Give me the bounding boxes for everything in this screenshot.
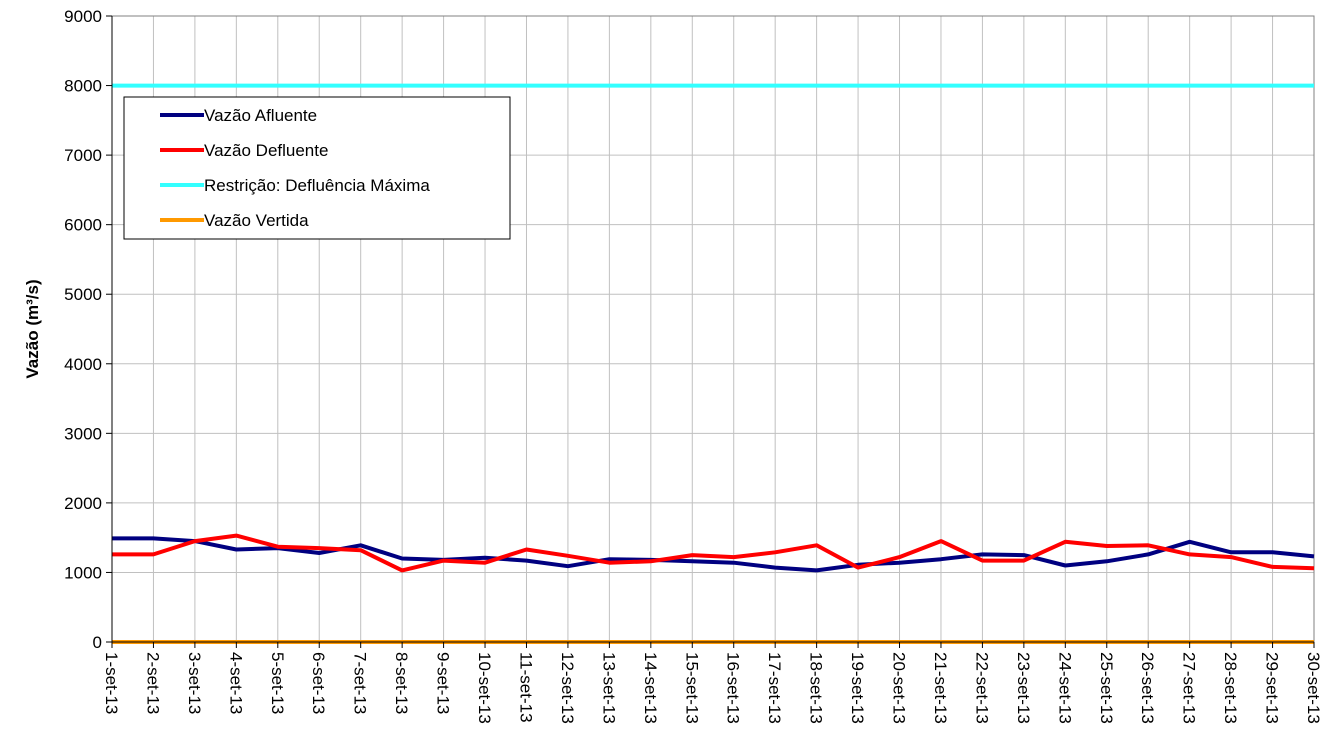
axes	[106, 15, 1315, 648]
x-tick-label: 11-set-13	[516, 652, 535, 723]
x-tick-label: 12-set-13	[558, 652, 577, 724]
legend-box	[123, 96, 511, 240]
legend-label: Vazão Defluente	[204, 141, 328, 160]
x-tick-label: 26-set-13	[1138, 652, 1157, 724]
y-tick-label: 3000	[64, 424, 102, 443]
x-tick-label: 8-set-13	[392, 652, 411, 714]
x-tick-label: 22-set-13	[972, 652, 991, 724]
series-line-1	[112, 533, 1315, 573]
y-tick-label: 6000	[64, 216, 102, 235]
y-tick-label: 5000	[64, 285, 102, 304]
y-axis-title: Vazão (m³/s)	[23, 279, 42, 378]
x-tick-label: 23-set-13	[1014, 652, 1033, 724]
y-tick-labels: 0 1000 2000 3000 4000 5000 6000 7000 8000 9000	[64, 7, 102, 652]
x-tick-label: 1-set-13	[102, 652, 121, 714]
x-tick-label: 14-set-13	[641, 652, 660, 724]
x-tick-label: 15-set-13	[682, 652, 701, 724]
y-tick-label: 0	[93, 633, 102, 652]
y-tick-label: 4000	[64, 355, 102, 374]
legend-label: Vazão Afluente	[204, 106, 317, 125]
x-tick-label: 10-set-13	[475, 652, 494, 724]
x-tick-label: 25-set-13	[1097, 652, 1116, 724]
x-tick-label: 9-set-13	[434, 652, 453, 714]
x-tick-label: 29-set-13	[1263, 652, 1282, 724]
x-tick-label: 5-set-13	[268, 652, 287, 714]
x-tick-label: 3-set-13	[185, 652, 204, 714]
x-tick-label: 18-set-13	[807, 652, 826, 724]
x-tick-label: 16-set-13	[724, 652, 743, 724]
y-tick-label: 2000	[64, 494, 102, 513]
series-line-0	[112, 536, 1315, 573]
legend: Vazão Afluente Vazão Defluente Restrição: …	[123, 96, 511, 240]
x-tick-label: 4-set-13	[226, 652, 245, 714]
x-tick-label: 30-set-13	[1304, 652, 1323, 724]
x-tick-label: 2-set-13	[143, 652, 162, 714]
x-tick-label: 28-set-13	[1221, 652, 1240, 724]
x-tick-label: 21-set-13	[931, 652, 950, 724]
legend-label: Vazão Vertida	[204, 211, 309, 230]
legend-label: Restrição: Defluência Máxima	[204, 176, 430, 195]
x-tick-label: 20-set-13	[890, 652, 909, 724]
y-tick-label: 1000	[64, 563, 102, 582]
x-tick-label: 13-set-13	[599, 652, 618, 724]
y-tick-label: 7000	[64, 146, 102, 165]
x-tick-labels: 1-set-13 2-set-13 3-set-13 4-set-13 5-set-13…	[102, 652, 1323, 724]
x-tick-label: 17-set-13	[765, 652, 784, 724]
x-tick-label: 6-set-13	[309, 652, 328, 714]
x-tick-label: 27-set-13	[1180, 652, 1199, 724]
x-tick-label: 19-set-13	[848, 652, 867, 724]
x-tick-label: 24-set-13	[1055, 652, 1074, 724]
x-tick-label: 7-set-13	[351, 652, 370, 714]
y-tick-label: 8000	[64, 77, 102, 96]
y-tick-label: 9000	[64, 7, 102, 26]
